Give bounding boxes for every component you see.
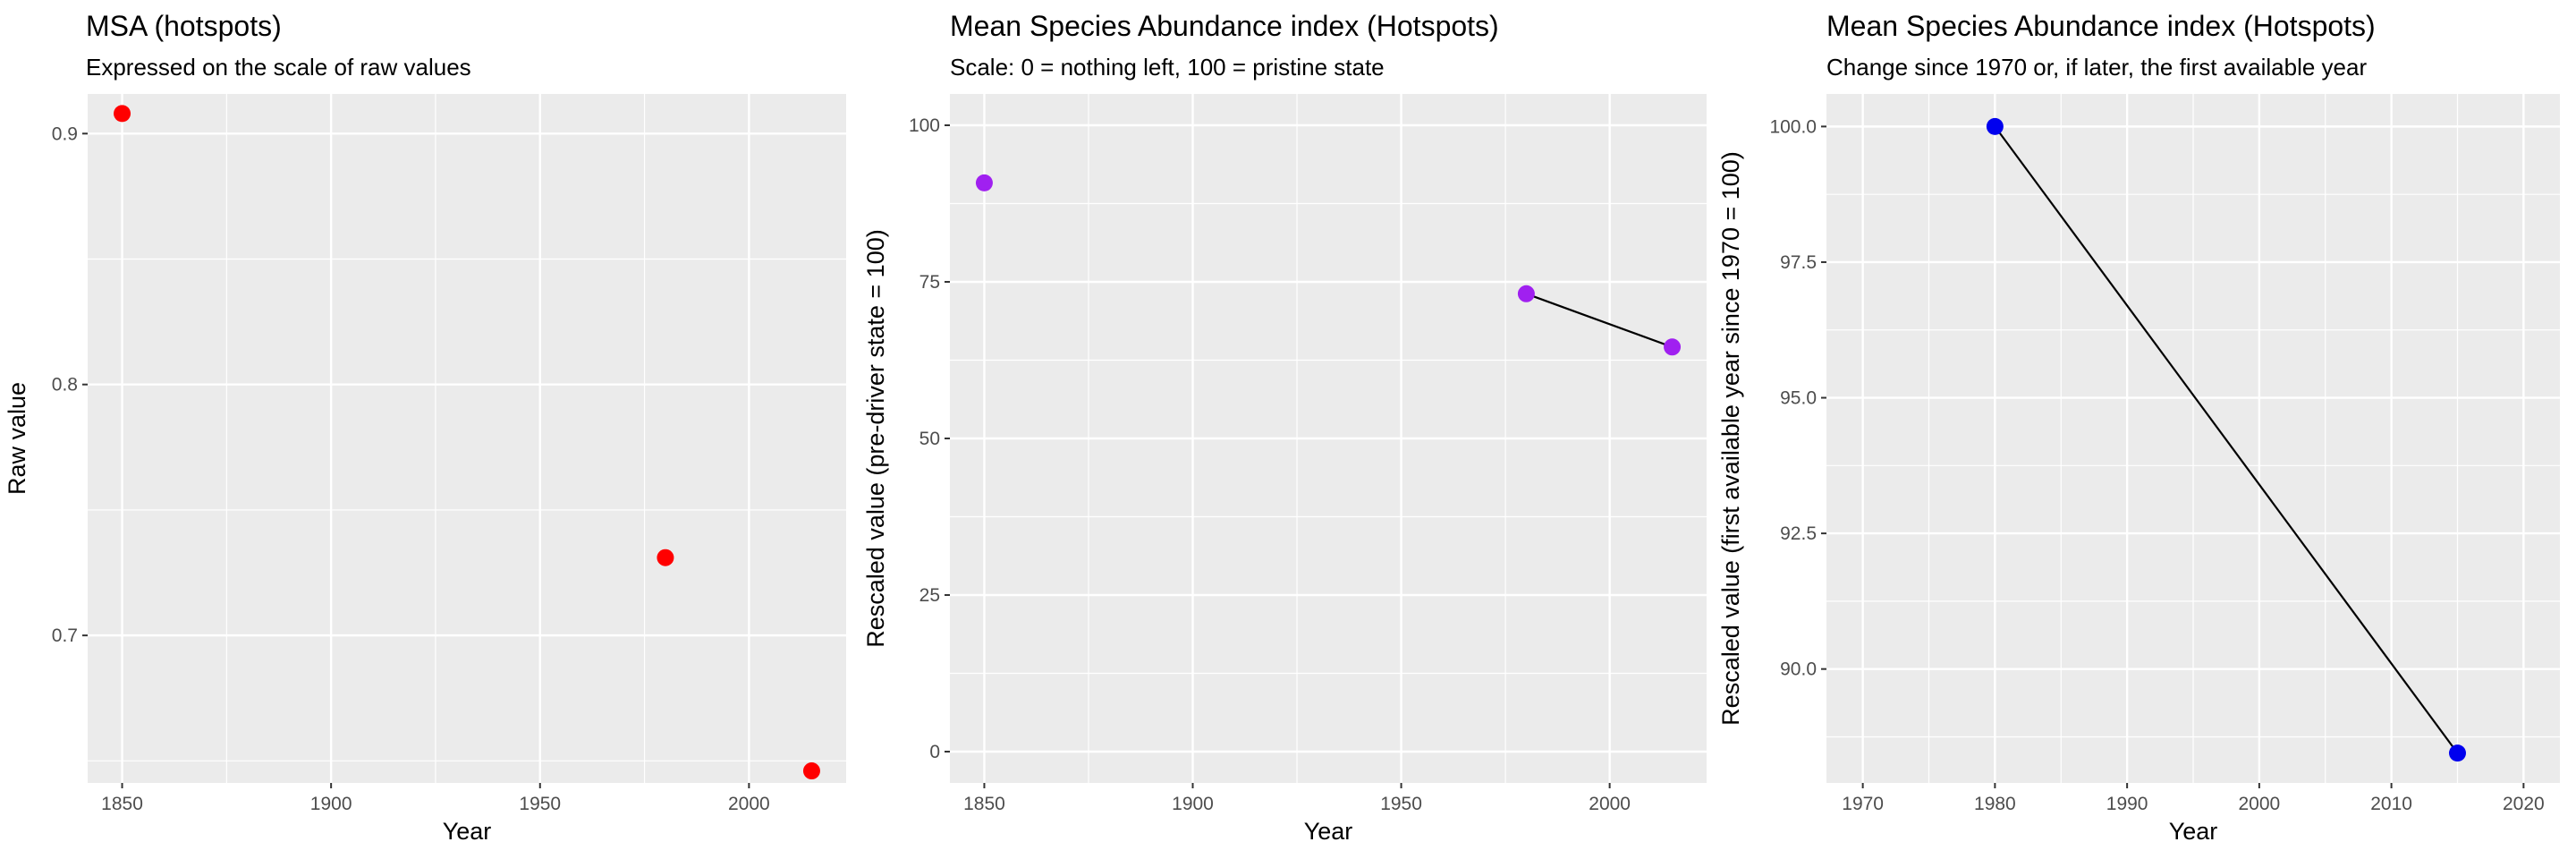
y-tick-label: 0.8 [52,375,78,395]
data-point [1664,338,1682,356]
x-tick-label: 1980 [1974,794,2016,814]
y-tick-label: 95.0 [1780,388,1817,409]
y-axis-label: Rescaled value (first available year sin… [1717,151,1744,726]
chart-panel-1: 1850 1900 1950 2000 0.7 0.8 0.9 MSA (hotspots) E… [4,10,846,845]
data-point [975,174,993,191]
x-tick-label: 1950 [1380,794,1422,814]
x-tick-label: 1950 [519,794,561,814]
y-tick-label: 100.0 [1769,116,1817,137]
data-point [657,549,674,566]
x-tick-label: 1850 [101,794,143,814]
x-axis-label: Year [1304,818,1353,845]
chart-title: MSA (hotspots) [86,10,282,42]
chart-subtitle: Change since 1970 or, if later, the firs… [1826,54,2367,81]
y-tick-label: 92.5 [1780,523,1817,544]
chart-subtitle: Expressed on the scale of raw values [86,54,471,81]
data-point [802,762,820,780]
x-tick-label: 2000 [728,794,770,814]
data-point [114,105,131,123]
x-tick-label: 2000 [1589,794,1631,814]
y-tick-label: 0 [929,742,940,762]
y-tick-label: 50 [919,429,940,449]
plot-background [88,94,846,783]
chart-subtitle: Scale: 0 = nothing left, 100 = pristine … [950,54,1385,81]
y-tick-label: 75 [919,272,940,293]
chart-title: Mean Species Abundance index (Hotspots) [1826,10,2376,42]
x-axis-label: Year [2169,818,2218,845]
y-tick-label: 90.0 [1780,659,1817,680]
x-tick-label: 2010 [2370,794,2412,814]
x-tick-label: 1900 [310,794,352,814]
y-tick-label: 100 [909,115,940,136]
x-tick-label: 1990 [2106,794,2148,814]
chart-panel-3: 1970 1980 1990 2000 2010 2020 90.0 92.5 95.0 97.5… [1717,10,2560,845]
x-tick-label: 1970 [1842,794,1884,814]
x-axis-label: Year [443,818,492,845]
y-tick-label: 97.5 [1780,252,1817,273]
y-tick-label: 0.7 [52,625,78,646]
data-point [1517,285,1535,302]
chart-title: Mean Species Abundance index (Hotspots) [950,10,1499,42]
y-tick-label: 0.9 [52,123,78,144]
data-point [1986,117,2004,135]
y-tick-label: 25 [919,585,940,606]
data-point [2448,744,2466,762]
chart-panel-2: 1850 1900 1950 2000 0 25 50 75 100 Mean Species A… [862,10,1707,845]
x-tick-label: 1850 [963,794,1005,814]
y-axis-label: Rescaled value (pre-driver state = 100) [862,229,889,647]
series-line [1526,293,1673,348]
series-line [1994,125,2459,754]
x-tick-label: 2000 [2239,794,2281,814]
y-axis-label: Raw value [4,382,30,495]
x-tick-label: 1900 [1172,794,1214,814]
x-tick-label: 2020 [2503,794,2545,814]
